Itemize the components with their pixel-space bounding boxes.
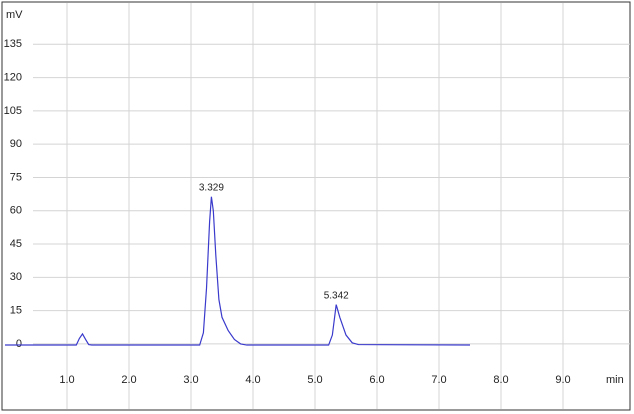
x-tick-label: 3.0: [183, 374, 198, 386]
y-tick-label: 0: [16, 338, 22, 350]
y-axis-label: mV: [6, 9, 23, 21]
y-tick-label: 30: [10, 271, 22, 283]
x-tick-label: 4.0: [245, 374, 260, 386]
y-tick-label: 15: [10, 305, 22, 317]
y-tick-label: 75: [10, 171, 22, 183]
y-tick-label: 135: [4, 38, 22, 50]
y-tick-label: 90: [10, 138, 22, 150]
x-tick-label: 2.0: [121, 374, 136, 386]
x-tick-label: 8.0: [493, 374, 508, 386]
x-tick-label: 5.0: [307, 374, 322, 386]
x-tick-label: 6.0: [369, 374, 384, 386]
y-tick-label: 60: [10, 205, 22, 217]
x-tick-label: 7.0: [431, 374, 446, 386]
signal-line: [5, 196, 471, 346]
x-axis-label: min: [606, 374, 624, 386]
x-tick-label: 9.0: [555, 374, 570, 386]
y-tick-label: 105: [4, 105, 22, 117]
x-tick-label: 1.0: [59, 374, 74, 386]
peak-label: 5.342: [324, 290, 349, 301]
y-tick-label: 120: [4, 71, 22, 83]
peak-label: 3.329: [199, 182, 224, 193]
y-tick-label: 45: [10, 238, 22, 250]
